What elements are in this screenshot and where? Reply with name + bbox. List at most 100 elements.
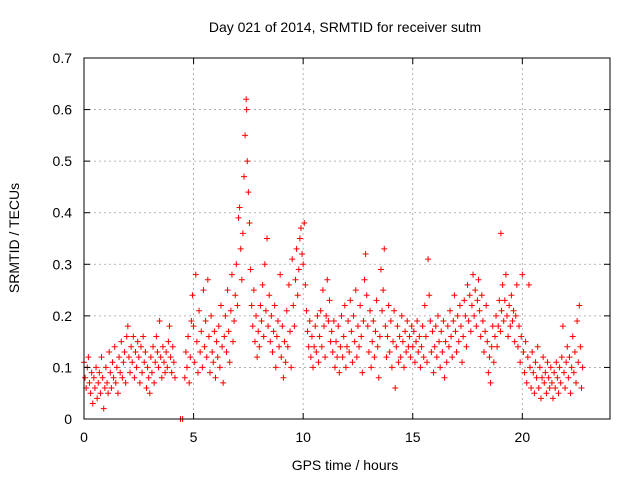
data-point [327, 338, 334, 345]
data-point [199, 364, 206, 371]
data-point [194, 369, 201, 376]
data-point [130, 333, 137, 340]
data-point [514, 343, 521, 350]
data-point [490, 359, 497, 366]
data-point [384, 333, 391, 340]
data-point [569, 333, 576, 340]
data-point [410, 328, 417, 335]
data-point [362, 250, 369, 257]
data-point [243, 96, 250, 103]
data-point [351, 338, 358, 345]
data-point [264, 235, 271, 242]
data-point [97, 390, 104, 397]
data-point [535, 385, 542, 392]
data-point [473, 323, 480, 330]
data-point [155, 364, 162, 371]
data-point [521, 369, 528, 376]
x-tick-label: 0 [80, 429, 88, 445]
data-point [356, 343, 363, 350]
data-point [249, 323, 256, 330]
data-point [487, 379, 494, 386]
data-point [287, 328, 294, 335]
data-point [436, 338, 443, 345]
data-point [519, 271, 526, 278]
y-tick-label: 0.5 [53, 153, 73, 169]
data-point [108, 385, 115, 392]
data-point [534, 343, 541, 350]
data-point [577, 343, 584, 350]
data-point [542, 369, 549, 376]
data-point [266, 292, 273, 299]
data-point [574, 318, 581, 325]
data-point [159, 343, 166, 350]
y-tick-label: 0.6 [53, 102, 73, 118]
data-point [344, 343, 350, 350]
data-point [167, 354, 174, 361]
data-point [524, 354, 531, 361]
data-point [571, 348, 578, 355]
data-point [100, 405, 107, 412]
data-point [107, 369, 114, 376]
data-point [192, 271, 199, 278]
data-point [181, 374, 188, 381]
data-point [579, 364, 586, 371]
data-point [349, 359, 356, 366]
data-point [217, 302, 224, 309]
data-point [467, 328, 474, 335]
data-point [518, 333, 525, 340]
data-point [292, 276, 299, 283]
data-point [522, 338, 529, 345]
data-point [550, 395, 557, 402]
data-point [135, 354, 142, 361]
data-point [129, 359, 136, 366]
data-point [407, 354, 414, 361]
data-point [494, 343, 501, 350]
data-point [301, 220, 308, 227]
data-point [106, 348, 113, 355]
data-point [82, 374, 89, 381]
data-point [426, 292, 433, 299]
data-point [348, 328, 355, 335]
data-point [228, 271, 235, 278]
data-point [457, 323, 464, 330]
data-point [116, 354, 123, 361]
data-point [443, 359, 450, 366]
data-point [365, 348, 372, 355]
data-point [125, 354, 132, 361]
data-point [285, 281, 292, 288]
data-point [423, 359, 430, 366]
data-point [383, 354, 390, 361]
data-point [99, 374, 106, 381]
data-point [197, 348, 204, 355]
data-point [454, 312, 461, 319]
data-point [350, 312, 357, 319]
data-point [536, 364, 543, 371]
data-point [413, 338, 420, 345]
data-point [121, 348, 128, 355]
data-point [290, 302, 297, 309]
data-point [433, 354, 440, 361]
y-tick-label: 0.2 [53, 308, 73, 324]
data-point [101, 385, 108, 392]
data-point [279, 323, 286, 330]
data-point [361, 276, 368, 283]
data-point [162, 369, 169, 376]
data-point [104, 379, 111, 386]
data-point [551, 369, 558, 376]
data-point [539, 374, 546, 381]
data-point [297, 225, 304, 232]
x-tick-label: 15 [405, 429, 421, 445]
data-point [409, 343, 416, 350]
data-point [485, 369, 492, 376]
data-point [563, 359, 570, 366]
data-point [294, 292, 301, 299]
data-point [246, 220, 253, 227]
data-point [431, 343, 438, 350]
data-point [387, 318, 394, 325]
data-point [463, 343, 470, 350]
data-point [227, 307, 234, 314]
data-point [165, 338, 172, 345]
data-point [152, 359, 159, 366]
data-point [430, 369, 437, 376]
